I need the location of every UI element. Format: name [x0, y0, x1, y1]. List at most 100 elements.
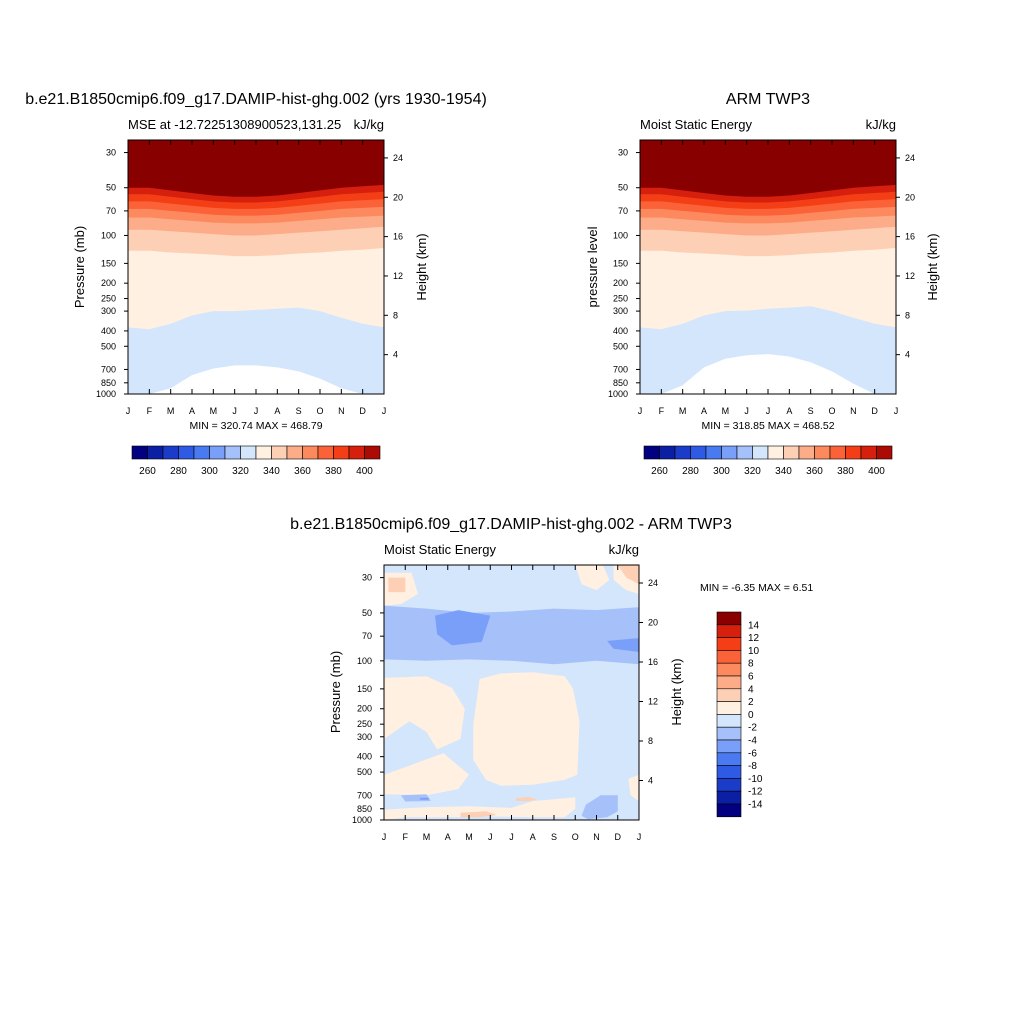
colorbar-box	[752, 445, 769, 460]
panel-difference-mse: b.e21.B1850cmip6.f09_g17.DAMIP-hist-ghg.…	[290, 516, 813, 842]
colorbar-label: -8	[748, 761, 757, 772]
colorbar-label: -4	[748, 736, 757, 747]
x-tick-label: D	[359, 406, 366, 416]
colorbar-box	[364, 445, 381, 460]
units-label: kJ/kg	[609, 542, 639, 557]
height-tick-label: 12	[393, 271, 403, 281]
colorbar-label: -2	[748, 723, 757, 734]
y-tick-label: 200	[101, 278, 116, 288]
contour-region	[628, 774, 639, 801]
x-tick-label: O	[572, 832, 579, 842]
colorbar-label: 6	[748, 672, 754, 683]
colorbar-label: -12	[748, 787, 763, 798]
height-tick-label: 12	[648, 696, 658, 706]
colorbar-label: 340	[263, 466, 280, 477]
colorbar-box	[716, 637, 742, 651]
x-tick-label: S	[551, 832, 557, 842]
y-tick-label: 300	[357, 732, 372, 742]
y-tick-label: 250	[357, 719, 372, 729]
y-tick-label: 1000	[608, 389, 628, 399]
y-tick-label: 70	[362, 631, 372, 641]
y-tick-label: 500	[101, 341, 116, 351]
colorbar-label: -14	[748, 800, 763, 811]
colorbar-box	[716, 701, 742, 715]
colorbar-label: 300	[201, 466, 218, 477]
colorbar-label: 360	[294, 466, 311, 477]
y-axis-right-label: Height (km)	[925, 233, 940, 300]
y-tick-label: 200	[613, 278, 628, 288]
colorbar-label: 320	[744, 466, 761, 477]
colorbar-box	[716, 688, 742, 702]
colorbar: 260 280 300 320 340 360 380 400	[643, 445, 893, 477]
y-tick-label: 70	[618, 206, 628, 216]
colorbar-box	[286, 445, 303, 460]
panel-title: b.e21.B1850cmip6.f09_g17.DAMIP-hist-ghg.…	[290, 516, 732, 533]
colorbar-box	[302, 445, 319, 460]
y-tick-label: 50	[618, 183, 628, 193]
colorbar-label: 300	[713, 466, 730, 477]
contour-fill	[640, 140, 896, 394]
colorbar-label: 280	[682, 466, 699, 477]
y-tick-label: 100	[101, 230, 116, 240]
contour-region	[384, 605, 639, 665]
colorbar-box	[162, 445, 179, 460]
variable-label: MSE at -12.72251308900523,131.25	[128, 117, 341, 132]
colorbar-label: 2	[748, 697, 754, 708]
colorbar-box	[716, 778, 742, 792]
y-tick-label: 1000	[352, 815, 372, 825]
colorbar-box	[716, 662, 742, 677]
colorbar-box	[224, 445, 241, 460]
y-tick-label: 30	[362, 573, 372, 583]
colorbar-box	[209, 445, 226, 460]
colorbar-label: 10	[748, 646, 760, 657]
variable-label: Moist Static Energy	[640, 117, 752, 132]
x-tick-label: J	[766, 406, 771, 416]
colorbar-label: 360	[806, 466, 823, 477]
y-tick-label: 100	[613, 230, 628, 240]
x-tick-label: N	[593, 832, 600, 842]
contour-region	[384, 753, 469, 796]
min-max-label: MIN = 318.85 MAX = 468.52	[701, 420, 834, 432]
x-tick-label: N	[338, 406, 345, 416]
colorbar-box	[317, 445, 334, 460]
colorbar-label: 320	[232, 466, 249, 477]
x-tick-label: A	[445, 832, 451, 842]
x-tick-label: F	[403, 832, 409, 842]
colorbar-box	[643, 445, 660, 460]
y-tick-label: 30	[106, 148, 116, 158]
x-tick-label: J	[894, 406, 899, 416]
y-tick-label: 500	[357, 767, 372, 777]
x-tick-label: J	[488, 832, 493, 842]
colorbar-box	[271, 445, 288, 460]
units-label: kJ/kg	[354, 117, 384, 132]
colorbar-label: 260	[139, 466, 156, 477]
y-tick-label: 250	[101, 294, 116, 304]
y-tick-label: 30	[618, 148, 628, 158]
height-tick-label: 16	[905, 232, 915, 242]
colorbar-box	[716, 803, 742, 818]
y-tick-label: 300	[613, 306, 628, 316]
contour-band	[640, 140, 896, 197]
colorbar-label: 380	[837, 466, 854, 477]
colorbar-box	[178, 445, 195, 460]
y-tick-label: 150	[101, 258, 116, 268]
colorbar-box	[829, 445, 846, 460]
colorbar-box	[814, 445, 831, 460]
contour-band	[128, 140, 384, 197]
panel-obs-mse: ARM TWP3 Moist Static Energy kJ/kg press…	[585, 91, 940, 477]
colorbar-box	[716, 650, 742, 664]
x-tick-label: M	[167, 406, 175, 416]
colorbar-box	[716, 714, 742, 728]
x-tick-label: J	[382, 406, 387, 416]
panel-title: ARM TWP3	[726, 91, 810, 108]
y-tick-label: 100	[357, 656, 372, 666]
contour-region	[435, 610, 491, 646]
x-tick-label: D	[615, 832, 622, 842]
x-tick-label: M	[210, 406, 218, 416]
x-tick-label: A	[189, 406, 195, 416]
height-tick-label: 4	[905, 350, 910, 360]
colorbar-label: 380	[325, 466, 342, 477]
contour-region	[384, 676, 465, 750]
height-tick-label: 16	[648, 657, 658, 667]
y-tick-label: 150	[613, 258, 628, 268]
